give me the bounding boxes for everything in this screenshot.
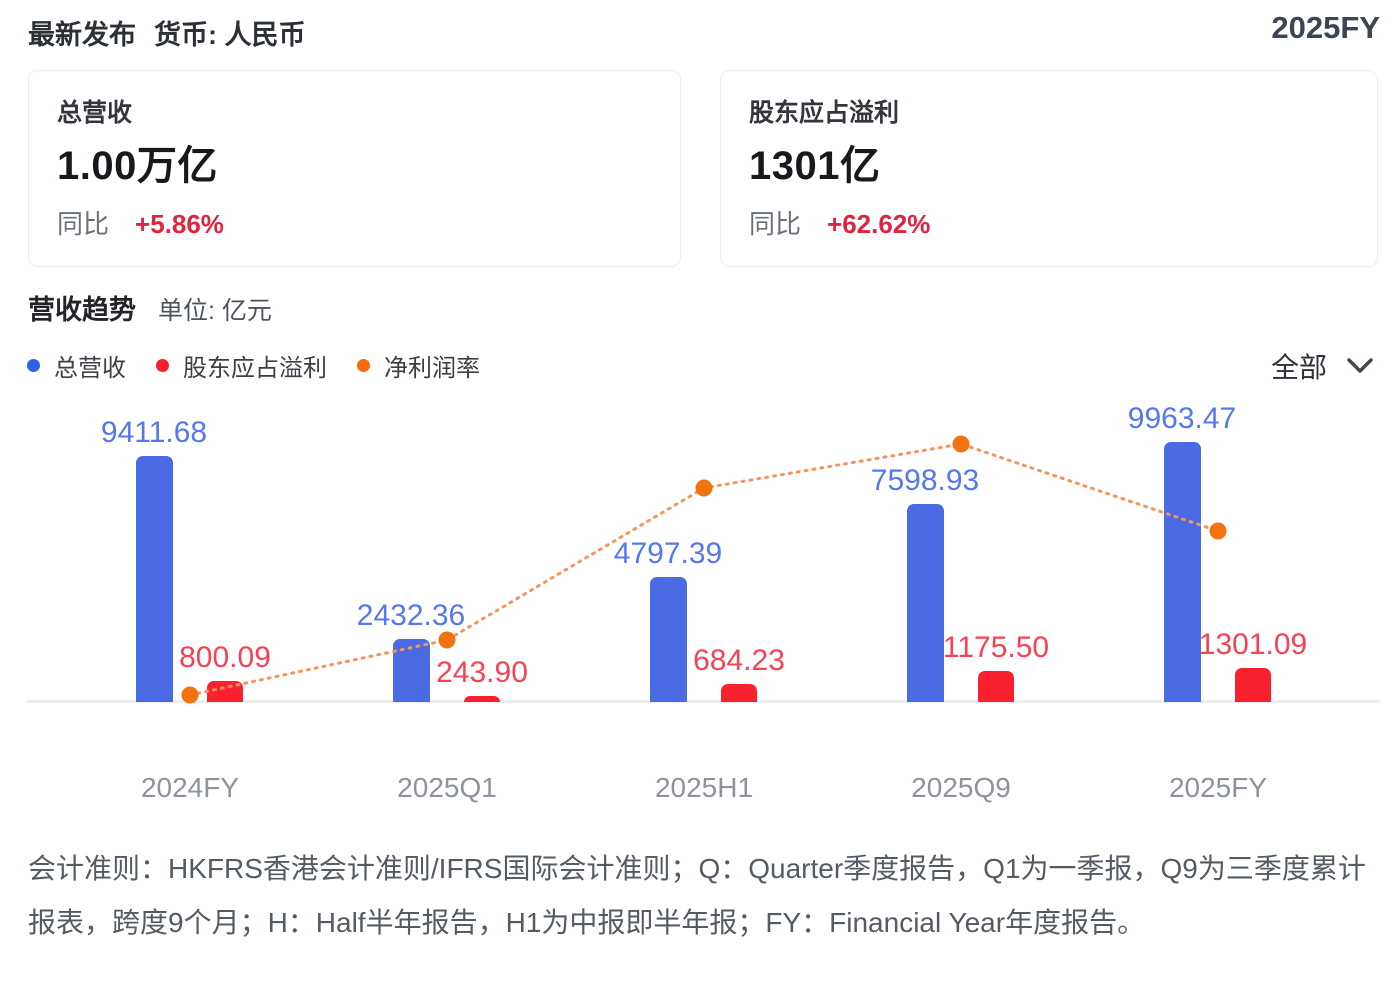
x-axis-line (27, 700, 1380, 703)
legend-label: 总营收 (54, 355, 126, 382)
total-revenue-value: 1.00万亿 (57, 144, 218, 188)
profit-bar-label: 243.90 (436, 655, 528, 689)
profit-bar[interactable] (1235, 668, 1271, 702)
yoy-value: +62.62% (827, 209, 931, 239)
accounting-standards-note: 会计准则：HKFRS香港会计准则/IFRS国际会计准则；Q：Quarter季度报… (28, 853, 1366, 938)
chart-legend: 总营收 股东应占溢利 净利润率 (27, 348, 480, 383)
report-header: 最新发布 货币: 人民币 (28, 13, 306, 52)
profit-bar[interactable] (978, 671, 1014, 702)
profit-bar[interactable] (207, 681, 243, 702)
net-margin-point[interactable] (1209, 522, 1227, 540)
revenue-bar[interactable] (1164, 442, 1201, 702)
revenue-bar[interactable] (136, 456, 173, 702)
chevron-down-icon (1347, 358, 1373, 373)
total-revenue-yoy: 同比 +5.86% (57, 204, 652, 241)
net-margin-point[interactable] (438, 631, 456, 649)
revenue-bar-label: 9963.47 (1127, 402, 1237, 435)
revenue-bar[interactable] (650, 576, 687, 702)
x-axis-label: 2025Q1 (397, 772, 497, 803)
profit-dot-icon (156, 359, 169, 372)
profit-bar-label: 1301.09 (1198, 628, 1308, 662)
x-axis-label: 2025Q9 (911, 772, 1011, 803)
yoy-label: 同比 (57, 209, 110, 239)
profit-bar[interactable] (721, 684, 757, 702)
x-axis-label: 2025FY (1168, 772, 1268, 803)
profit-bar[interactable] (464, 695, 500, 702)
net-margin-point[interactable] (181, 686, 199, 704)
revenue-bar-label: 7598.93 (870, 463, 980, 497)
revenue-bar-label: 9411.68 (100, 416, 208, 450)
revenue-dot-icon (27, 359, 40, 372)
x-axis-label: 2024FY (140, 772, 240, 803)
legend-item-margin[interactable]: 净利润率 (357, 348, 480, 383)
unit-label: 单位: 亿元 (158, 297, 272, 325)
legend-label: 股东应占溢利 (183, 355, 327, 382)
latest-release-label: 最新发布 (28, 20, 136, 50)
shareholder-profit-card: 股东应占溢利 1301亿 同比 +62.62% (720, 70, 1378, 267)
profit-bar-label: 1175.50 (942, 631, 1050, 665)
total-revenue-title: 总营收 (57, 99, 133, 127)
margin-dot-icon (357, 359, 370, 372)
revenue-bar-label: 2432.36 (356, 598, 466, 632)
profit-bar-label: 800.09 (179, 641, 271, 675)
range-filter-label: 全部 (1270, 352, 1327, 383)
yoy-label: 同比 (749, 209, 802, 239)
revenue-bar[interactable] (907, 503, 944, 702)
profit-bar-label: 684.23 (693, 644, 785, 678)
total-revenue-card: 总营收 1.00万亿 同比 +5.86% (28, 70, 681, 267)
yoy-value: +5.86% (135, 209, 224, 239)
net-margin-point[interactable] (695, 479, 713, 497)
range-filter-dropdown[interactable]: 全部 (1271, 346, 1373, 386)
legend-label: 净利润率 (384, 355, 480, 382)
legend-item-profit[interactable]: 股东应占溢利 (156, 348, 327, 383)
shareholder-profit-yoy: 同比 +62.62% (749, 204, 1349, 241)
legend-item-revenue[interactable]: 总营收 (27, 348, 126, 383)
chart-section-header: 营收趋势 单位: 亿元 (28, 288, 272, 327)
revenue-bar-label: 4797.39 (613, 536, 723, 570)
currency-label: 货币: 人民币 (154, 20, 306, 50)
report-period-label: 2025FY (1271, 10, 1380, 45)
shareholder-profit-value: 1301亿 (749, 144, 881, 188)
section-title: 营收趋势 (28, 295, 136, 325)
shareholder-profit-title: 股东应占溢利 (749, 99, 900, 127)
revenue-bar[interactable] (393, 638, 430, 702)
x-axis-label: 2025H1 (654, 772, 754, 803)
net-margin-point[interactable] (952, 435, 970, 453)
